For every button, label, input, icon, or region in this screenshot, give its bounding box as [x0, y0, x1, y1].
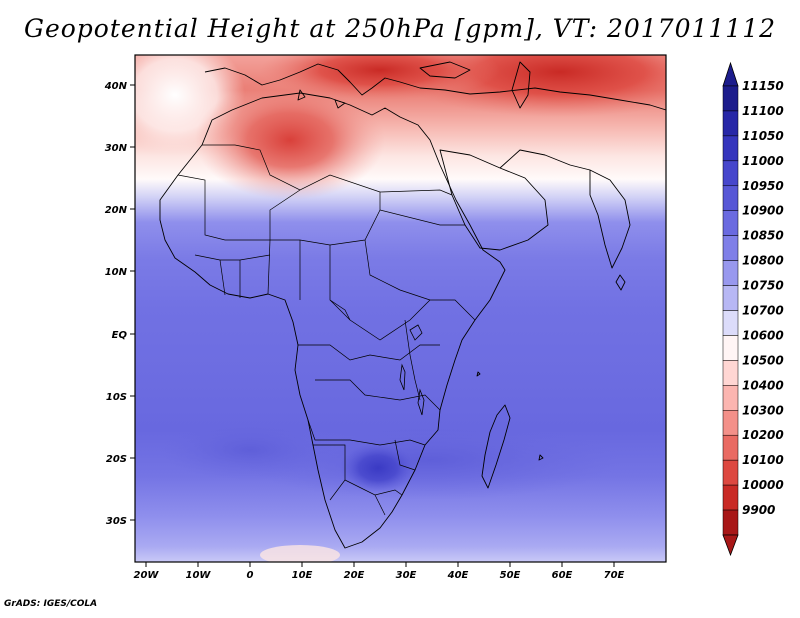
colorbar-swatch	[722, 360, 739, 386]
colorbar-label: 10750	[742, 279, 784, 293]
colorbar-label: 10850	[742, 229, 784, 243]
colorbar-label: 10100	[742, 453, 784, 467]
lat-label-40n: 40N	[104, 81, 128, 92]
colorbar-swatch	[722, 335, 739, 361]
lat-label-30n: 30N	[105, 143, 128, 154]
lat-label-10s: 10S	[106, 392, 127, 403]
colorbar-label: 10200	[742, 428, 784, 442]
grads-credit: GrADS: IGES/COLA	[4, 599, 98, 609]
map-title: Geopotential Height at 250hPa [gpm], VT:…	[23, 14, 777, 43]
lon-label-70e: 70E	[604, 570, 625, 581]
lat-label-eq: EQ	[112, 330, 128, 341]
lat-axis: 40N 30N 20N 10N EQ 10S 20S 30S	[104, 81, 135, 527]
colorbar-label: 11000	[742, 154, 784, 168]
colorbar-label: 11150	[742, 79, 784, 93]
colorbar-label: 10400	[742, 378, 784, 392]
colorbar-swatch	[722, 185, 739, 211]
colorbar-swatch	[722, 385, 739, 411]
colorbar-label: 10600	[742, 328, 784, 342]
lon-label-40e: 40E	[447, 570, 469, 581]
lat-label-20s: 20S	[106, 454, 127, 465]
colorbar-swatch	[722, 135, 739, 162]
colorbar-swatch	[722, 210, 739, 236]
lat-label-10n: 10N	[105, 267, 128, 278]
colorbar-swatch	[722, 459, 739, 486]
colorbar-swatch	[722, 434, 739, 461]
lon-label-10e: 10E	[292, 570, 313, 581]
lat-label-30s: 30S	[106, 516, 127, 527]
lakes	[399, 324, 425, 416]
colorbar-swatch	[722, 160, 739, 187]
lon-label-50e: 50E	[500, 570, 521, 581]
colorbar-swatch	[722, 410, 739, 436]
colorbar-label: 10800	[742, 254, 784, 268]
shaded-field	[135, 55, 666, 562]
lat-label-20n: 20N	[105, 205, 128, 216]
colorbar-label: 10300	[742, 403, 784, 417]
colorbar-swatch	[722, 509, 739, 536]
coastlines	[159, 61, 666, 549]
lon-axis: 20W 10W 0 10E 20E 30E 40E 50E 60E 70E	[134, 562, 625, 581]
lon-label-60e: 60E	[552, 570, 573, 581]
colorbar-label: 10700	[742, 304, 784, 318]
colorbar-label: 10500	[742, 353, 784, 367]
colorbar-label: 10000	[742, 478, 784, 492]
colorbar-label: 11050	[742, 129, 784, 143]
colorbar-label: 10950	[742, 179, 784, 193]
colorbar-label: 11100	[742, 104, 784, 118]
country-borders	[177, 144, 476, 516]
colorbar-swatch	[722, 310, 739, 336]
colorbar-swatch	[722, 85, 739, 112]
lon-label-20w: 20W	[134, 570, 160, 581]
colorbar-label: 9900	[742, 503, 775, 517]
lon-label-0: 0	[247, 570, 254, 581]
plot-frame	[134, 54, 667, 563]
colorbar: 11150 11100 11050 11000 10950 10900 10850 10800…	[722, 61, 784, 557]
colorbar-swatch	[722, 235, 739, 261]
lon-label-20e: 20E	[344, 570, 365, 581]
lon-label-30e: 30E	[396, 570, 417, 581]
colorbar-swatch	[722, 260, 739, 286]
colorbar-min-arrow	[722, 534, 739, 557]
colorbar-swatch	[722, 110, 739, 137]
colorbar-max-arrow	[722, 61, 739, 87]
colorbar-swatch	[722, 484, 739, 511]
colorbar-label: 10900	[742, 204, 784, 218]
lon-label-10w: 10W	[186, 570, 212, 581]
colorbar-swatch	[722, 285, 739, 311]
